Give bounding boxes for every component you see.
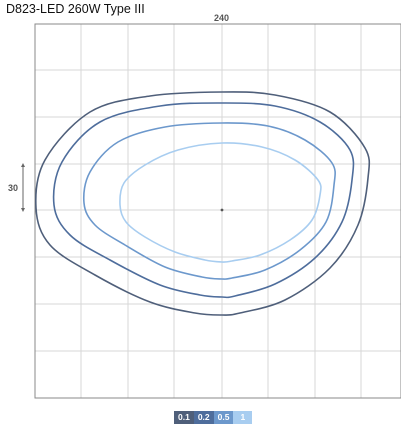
legend-item-0-1: 0.1 [174, 411, 194, 424]
contour-1 [119, 142, 322, 263]
legend-item-0-2: 0.2 [193, 411, 214, 424]
chart-title: D823-LED 260W Type III [6, 2, 145, 16]
plot-frame [34, 23, 401, 399]
left-dimension-label: 30 [8, 183, 19, 193]
contour-lines [34, 91, 371, 316]
vertical-dimension-marker [21, 163, 25, 212]
contour-0-1 [34, 91, 371, 316]
legend-item-1: 1 [233, 411, 253, 424]
legend: 0.1 0.2 0.5 1 [174, 411, 253, 424]
contour-0-2 [52, 102, 355, 299]
top-dimension-label: 240 [214, 13, 230, 23]
contour-0-5 [82, 122, 336, 280]
fixture-position-marker [220, 208, 224, 212]
grid [35, 24, 401, 398]
legend-item-0-5: 0.5 [213, 411, 234, 424]
